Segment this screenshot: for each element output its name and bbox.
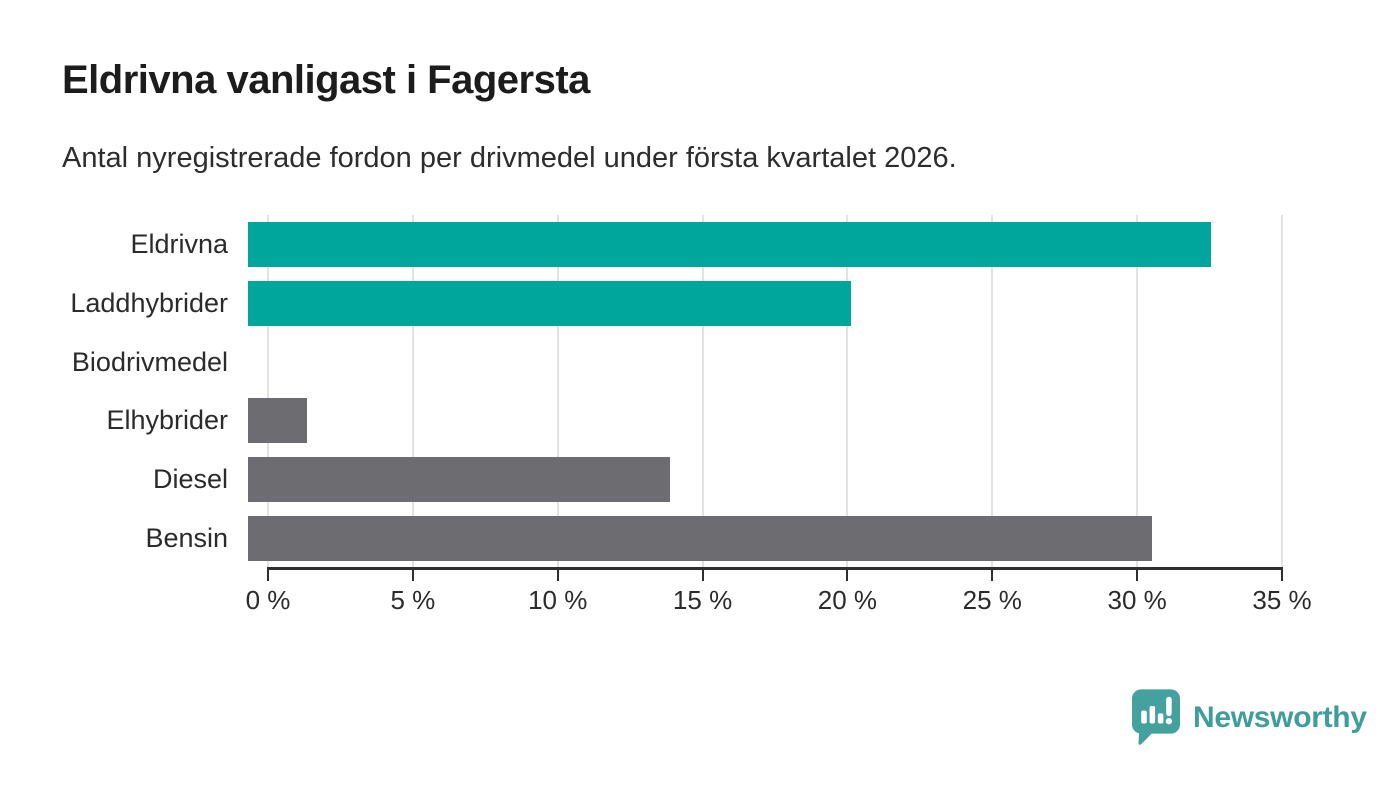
- bar-area: [248, 509, 1282, 568]
- category-label: Eldrivna: [130, 228, 228, 259]
- x-tick-label: 5 %: [390, 585, 436, 615]
- gridline: [701, 215, 704, 568]
- gridline: [267, 215, 269, 568]
- x-tick: [991, 570, 994, 581]
- newsworthy-logo: Newsworthy: [1132, 689, 1367, 746]
- bar-area: [248, 274, 1282, 333]
- bar-elhybrider: [248, 398, 308, 444]
- chart-title: Eldrivna vanligast i Fagersta: [62, 58, 590, 102]
- bar-diesel: [248, 457, 671, 503]
- x-tick: [701, 570, 704, 581]
- gridline: [991, 215, 994, 568]
- chart-rows: Eldrivna Laddhybrider Biodrivmedel Elhybrid…: [0, 215, 1282, 568]
- bar-area: [248, 450, 1282, 509]
- bar-eldrivna: [248, 221, 1212, 267]
- newsworthy-logo-icon: [1132, 689, 1180, 745]
- chart-row: Bensin: [0, 509, 1282, 568]
- x-tick: [267, 570, 269, 581]
- x-tick-label: 15 %: [672, 585, 733, 615]
- gridline: [411, 215, 414, 568]
- bar-area: [248, 333, 1282, 392]
- category-label: Laddhybrider: [70, 287, 228, 318]
- gridline: [1136, 215, 1139, 568]
- x-tick-label: 30 %: [1107, 585, 1167, 615]
- x-tick-label: 35 %: [1252, 585, 1312, 615]
- bar-chart: Eldrivna Laddhybrider Biodrivmedel Elhybrid…: [0, 215, 1312, 615]
- bar-bensin: [248, 516, 1152, 562]
- x-tick-label: 25 %: [962, 585, 1022, 615]
- x-axis-line: [267, 567, 1283, 570]
- x-tick: [1281, 570, 1283, 581]
- chart-row: Eldrivna: [0, 215, 1282, 274]
- category-label: Bensin: [145, 523, 228, 554]
- chart-row: Biodrivmedel: [0, 333, 1282, 392]
- newsworthy-logo-text: Newsworthy: [1193, 700, 1367, 734]
- x-tick: [846, 570, 849, 581]
- bar-area: [248, 391, 1282, 450]
- category-label: Biodrivmedel: [71, 346, 228, 377]
- category-label: Elhybrider: [106, 405, 228, 436]
- gridline: [1281, 215, 1283, 568]
- chart-row: Diesel: [0, 450, 1282, 509]
- bar-laddhybrider: [248, 280, 851, 326]
- x-axis-tick-labels: 0 % 5 % 10 % 15 % 20 % 25 % 30 % 35 %: [246, 585, 1312, 619]
- category-label: Diesel: [152, 464, 228, 495]
- x-tick-label: 0 %: [245, 585, 291, 615]
- gridline: [846, 215, 849, 568]
- gridline: [556, 215, 559, 568]
- chart-subtitle: Antal nyregistrerade fordon per drivmede…: [62, 142, 957, 174]
- x-tick: [1136, 570, 1139, 581]
- x-tick: [411, 570, 414, 581]
- bar-area: [248, 215, 1282, 274]
- x-tick: [556, 570, 559, 581]
- x-axis-ticks: [267, 570, 1283, 581]
- gridlines: [267, 215, 1283, 568]
- chart-row: Elhybrider: [0, 391, 1282, 450]
- x-tick-label: 20 %: [817, 585, 878, 615]
- chart-row: Laddhybrider: [0, 274, 1282, 333]
- x-tick-label: 10 %: [528, 585, 588, 615]
